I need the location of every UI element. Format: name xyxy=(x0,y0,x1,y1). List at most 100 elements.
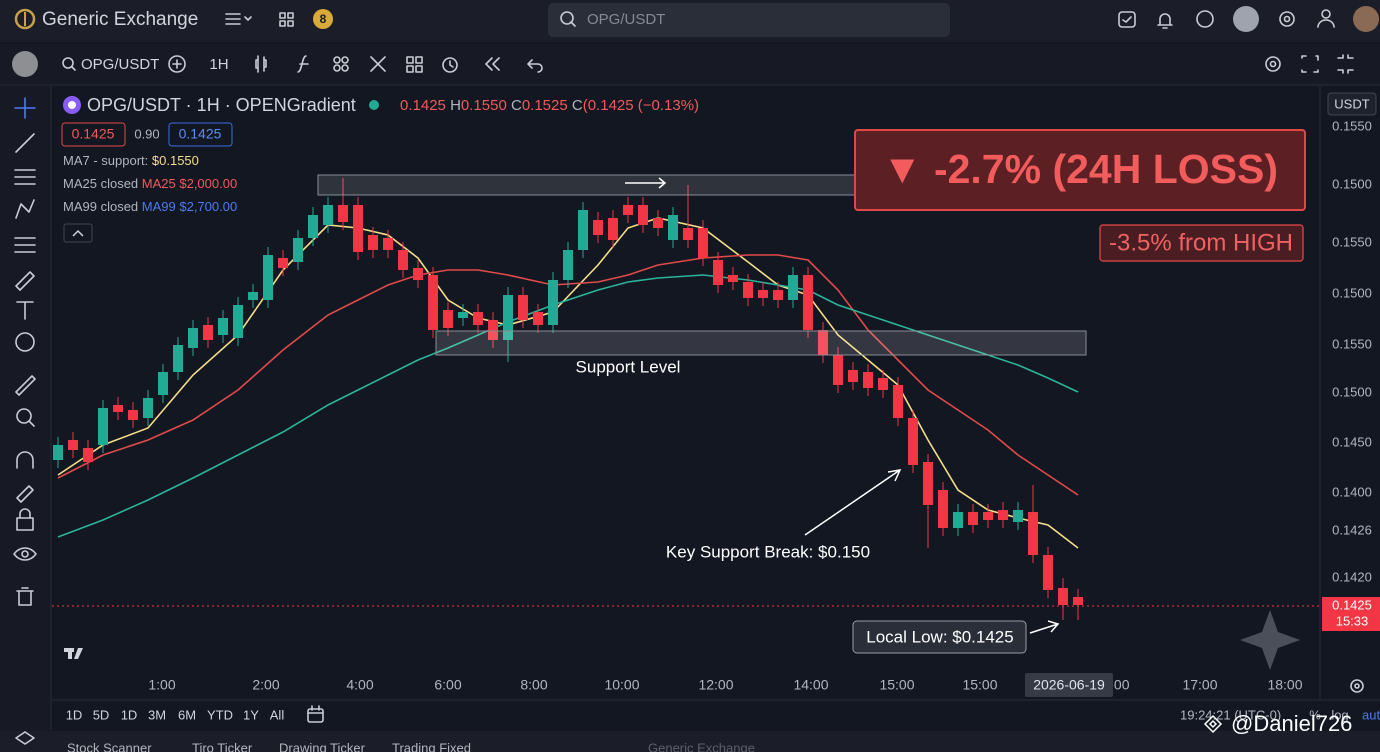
price-label: 0.1400 xyxy=(1332,484,1372,499)
time-label: 1:00 xyxy=(148,677,175,693)
last-price-timer: 15:33 xyxy=(1336,613,1369,628)
watermark-logo xyxy=(1203,714,1223,734)
candle-body xyxy=(518,295,528,320)
tab[interactable]: Stock Scanner xyxy=(67,740,152,752)
candle-body xyxy=(728,275,738,282)
price-axis: 0.1550 0.1500 0.1550 0.1500 0.1550 0.1500 0.14… xyxy=(1322,118,1380,631)
candle-body xyxy=(83,448,93,462)
date-badge-text: 2026-06-19 xyxy=(1033,677,1105,693)
support-label: Support Level xyxy=(576,357,681,376)
avatar[interactable] xyxy=(1353,6,1379,32)
last-price: 0.1425 xyxy=(1332,597,1372,612)
percent-toggle[interactable]: % xyxy=(1309,707,1321,722)
loss-callout xyxy=(854,129,1306,211)
ma-label: MA25 closed xyxy=(63,176,138,191)
range-button[interactable]: YTD xyxy=(207,707,233,722)
candle-body xyxy=(1043,555,1053,590)
candle-body xyxy=(353,205,363,252)
drawing-tools[interactable] xyxy=(13,97,37,745)
candle-body xyxy=(68,440,78,450)
search-text[interactable]: OPG/USDT xyxy=(587,11,665,28)
candle-body xyxy=(848,370,858,382)
candle-body xyxy=(953,512,963,528)
candle-body xyxy=(968,512,978,525)
range-buttons: 1D 5D 1D 3M 6M YTD 1Y All xyxy=(66,707,285,722)
candle-body xyxy=(713,260,723,285)
last-price-box xyxy=(1322,597,1380,631)
range-button[interactable]: 1Y xyxy=(243,707,259,722)
time-label: 6:00 xyxy=(434,677,461,693)
candle-body xyxy=(263,255,273,300)
price-label: 0.1550 xyxy=(1332,336,1372,351)
tab[interactable]: Generic Exchange xyxy=(648,740,755,752)
date-range-icon[interactable] xyxy=(307,705,324,723)
badge-count: 8 xyxy=(320,12,327,26)
header-icons[interactable] xyxy=(1118,9,1335,29)
tab[interactable]: Drawing Ticker xyxy=(279,740,366,752)
symbol[interactable]: OPG/USDT xyxy=(81,56,159,73)
candle-body xyxy=(248,292,258,300)
avatar[interactable] xyxy=(12,51,38,77)
price-box xyxy=(61,122,126,147)
time-label: 2:00 xyxy=(252,677,279,693)
tab[interactable]: Tiro Ticker xyxy=(192,740,253,752)
menu-icon[interactable] xyxy=(225,13,252,25)
currency-box[interactable] xyxy=(1327,92,1377,116)
clock: 19:24:21 (UTC-0) xyxy=(1180,707,1281,722)
collapse-button[interactable] xyxy=(63,223,93,243)
price-box-text: 0.1425 xyxy=(179,126,222,142)
price-label: 0.1550 xyxy=(1332,118,1372,133)
candle-body xyxy=(218,318,228,335)
ohlc-value: 0.1425 xyxy=(400,97,446,114)
ma-line xyxy=(57,254,1079,496)
range-button[interactable]: 1D xyxy=(121,707,138,722)
candle-body xyxy=(668,215,678,240)
time-label: 4:00 xyxy=(346,677,373,693)
log-toggle[interactable]: log xyxy=(1331,707,1348,722)
time-label: 15:00 xyxy=(962,677,997,693)
currency: USDT xyxy=(1334,96,1369,111)
candle-body xyxy=(233,305,243,338)
interval[interactable]: 1H xyxy=(209,56,228,73)
candle-body xyxy=(503,295,513,340)
apps-icon[interactable] xyxy=(279,12,294,27)
toolbar-icons[interactable] xyxy=(255,54,1354,74)
candle-body xyxy=(998,510,1008,520)
range-button[interactable]: 3M xyxy=(148,707,166,722)
candle-body xyxy=(98,408,108,445)
tabs: Stock Scanner Tiro Ticker Drawing Ticker Tr… xyxy=(67,740,755,752)
time-label: 15:00 xyxy=(879,677,914,693)
search-box[interactable] xyxy=(548,3,950,37)
candle-body xyxy=(338,205,348,222)
range-button[interactable]: 1D xyxy=(66,707,83,722)
candle-body xyxy=(893,385,903,418)
candle-body xyxy=(143,398,153,418)
candle-body xyxy=(1058,588,1068,605)
range-button[interactable]: 5D xyxy=(93,707,110,722)
candle-body xyxy=(413,268,423,280)
candle-body xyxy=(683,228,693,240)
auto-toggle[interactable]: auto xyxy=(1362,707,1380,722)
ma-label: MA99 closed xyxy=(63,199,138,214)
tab[interactable]: Trading Fixed xyxy=(392,740,471,752)
candle-body xyxy=(623,205,633,215)
price-box xyxy=(168,122,233,147)
candle-body xyxy=(638,205,648,225)
candle-body xyxy=(368,235,378,250)
range-button[interactable]: All xyxy=(270,707,285,722)
axis-settings-icon[interactable] xyxy=(1350,679,1364,693)
plot-area xyxy=(52,174,1320,670)
candle-body xyxy=(983,512,993,520)
badge[interactable] xyxy=(313,9,333,29)
avatar[interactable] xyxy=(1233,6,1259,32)
candle-body xyxy=(578,210,588,250)
range-button[interactable]: 6M xyxy=(178,707,196,722)
loss-text: ▼ -2.7% (24H LOSS) xyxy=(882,146,1278,192)
candle-body xyxy=(188,328,198,348)
candle-body xyxy=(758,290,768,298)
add-symbol-icon[interactable] xyxy=(168,55,186,73)
candle-body xyxy=(788,275,798,300)
brand[interactable]: Generic Exchange xyxy=(42,9,198,30)
